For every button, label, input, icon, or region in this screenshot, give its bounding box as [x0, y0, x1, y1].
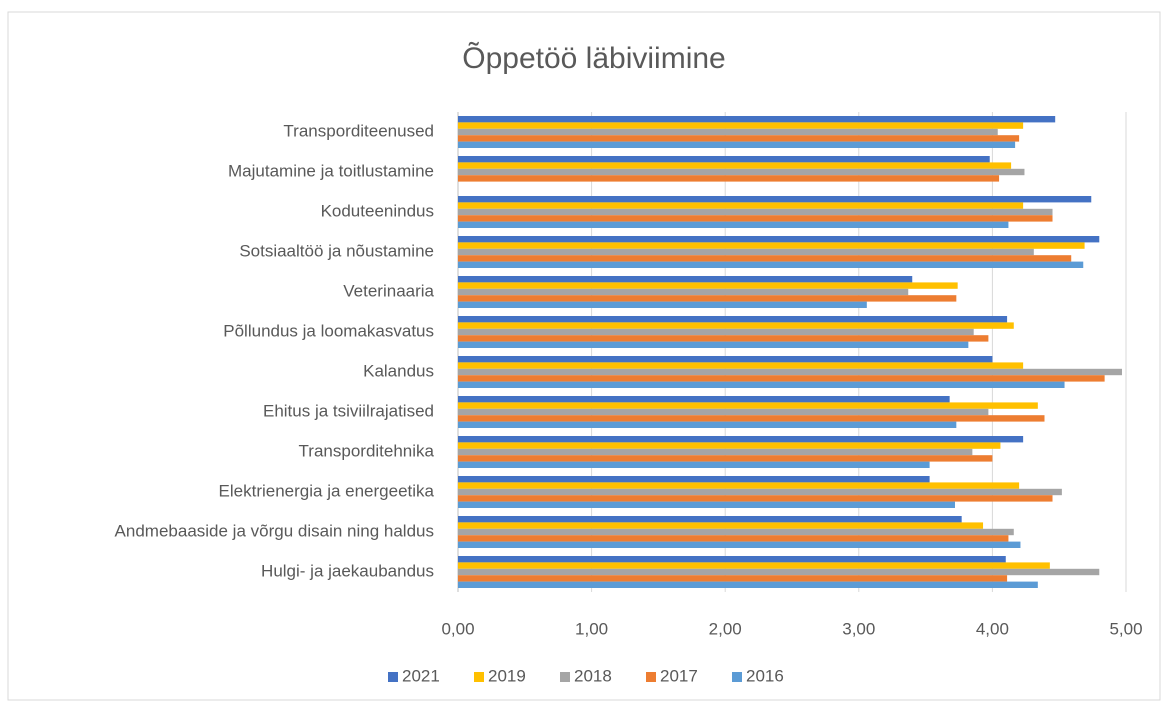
bar [458, 562, 1050, 569]
legend-label: 2016 [746, 666, 784, 685]
bar [458, 341, 969, 348]
x-tick-label: 1,00 [575, 619, 608, 638]
bar [458, 122, 1024, 129]
bar [458, 541, 1021, 548]
bar [458, 295, 957, 302]
bar [458, 362, 1024, 369]
bar [458, 276, 913, 283]
y-tick-label: Põllundus ja loomakasvatus [223, 321, 434, 340]
bar [458, 455, 993, 462]
bar [458, 215, 1053, 222]
bar [458, 381, 1065, 388]
y-tick-label: Hulgi- ja jaekaubandus [261, 561, 434, 580]
bar [458, 535, 1009, 542]
bar [458, 396, 950, 403]
legend-swatch [474, 672, 484, 682]
bar [458, 261, 1084, 268]
x-tick-label: 2,00 [709, 619, 742, 638]
bar [458, 516, 962, 523]
bar [458, 448, 973, 456]
bar [458, 328, 974, 336]
y-tick-label: Transporditeenused [283, 121, 434, 140]
bar [458, 202, 1024, 209]
legend-label: 2019 [488, 666, 526, 685]
bar [458, 522, 984, 529]
bar [458, 421, 957, 428]
y-tick-label: Majutamine ja toitlustamine [228, 161, 434, 180]
bar [458, 255, 1072, 262]
y-tick-label: Kalandus [363, 361, 434, 380]
bar [458, 175, 1000, 182]
legend-swatch [560, 672, 570, 682]
legend-label: 2021 [402, 666, 440, 685]
bar [458, 221, 1009, 228]
bar [458, 335, 989, 342]
bar [458, 156, 990, 163]
bar [458, 408, 989, 416]
bar [458, 442, 1001, 449]
bar [458, 316, 1008, 323]
y-tick-label: Sotsiaaltöö ja nõustamine [239, 241, 434, 260]
bar [458, 288, 909, 296]
bar [458, 575, 1008, 582]
bar [458, 568, 1100, 576]
bar [458, 242, 1085, 249]
bar [458, 528, 1014, 536]
bar [458, 402, 1038, 409]
x-tick-label: 0,00 [441, 619, 474, 638]
y-tick-label: Ehitus ja tsiviilrajatised [263, 401, 434, 420]
bar [458, 196, 1092, 203]
bar [458, 476, 930, 483]
legend-swatch [388, 672, 398, 682]
bar [458, 128, 998, 136]
bar [458, 482, 1020, 489]
bar [458, 322, 1014, 329]
legend-swatch [646, 672, 656, 682]
y-tick-label: Koduteenindus [321, 201, 434, 220]
chart-title: Õppetöö läbiviimine [462, 41, 725, 75]
bar [458, 436, 1024, 443]
bar [458, 248, 1034, 256]
bar [458, 495, 1053, 502]
bar [458, 415, 1045, 422]
x-tick-label: 5,00 [1109, 619, 1142, 638]
bar [458, 356, 993, 363]
bar [458, 141, 1016, 148]
bar [458, 168, 1025, 176]
legend-label: 2017 [660, 666, 698, 685]
bar [458, 116, 1056, 123]
x-tick-label: 3,00 [842, 619, 875, 638]
bar [458, 461, 930, 468]
bar [458, 301, 867, 308]
legend-swatch [732, 672, 742, 682]
bar [458, 368, 1122, 376]
y-tick-label: Transporditehnika [299, 441, 435, 460]
y-tick-label: Elektrienergia ja energeetika [219, 481, 435, 500]
bar [458, 488, 1062, 496]
bar [458, 236, 1100, 243]
bar [458, 581, 1038, 588]
bar [458, 208, 1053, 216]
bar [458, 282, 958, 289]
bar [458, 135, 1020, 142]
bar [458, 556, 1006, 563]
y-tick-label: Veterinaaria [343, 281, 434, 300]
legend-label: 2018 [574, 666, 612, 685]
x-tick-label: 4,00 [976, 619, 1009, 638]
bar [458, 501, 955, 508]
y-tick-label: Andmebaaside ja võrgu disain ning haldus [115, 521, 434, 540]
bar [458, 375, 1105, 382]
bar [458, 162, 1012, 169]
